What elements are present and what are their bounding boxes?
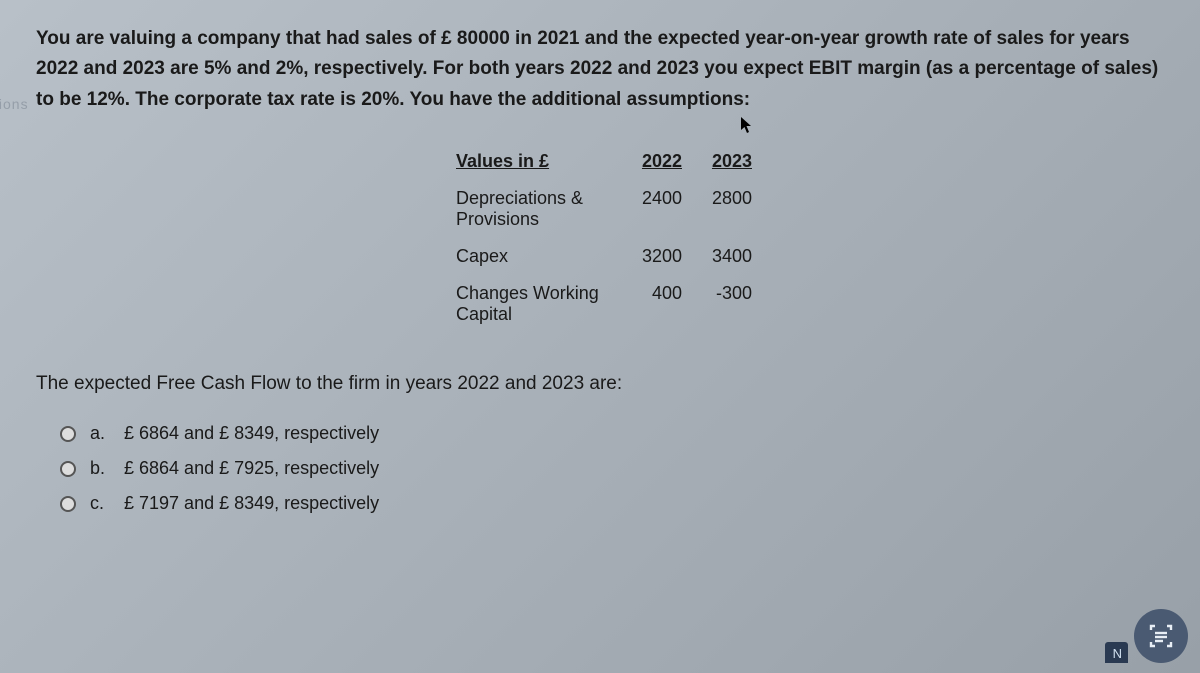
table-row: Capex 3200 3400 xyxy=(456,238,776,275)
scan-button[interactable] xyxy=(1134,609,1188,663)
table-header-year-0: 2022 xyxy=(636,143,706,180)
table-header-year-1: 2023 xyxy=(706,143,776,180)
question-stem: You are valuing a company that had sales… xyxy=(36,24,1164,115)
option-letter: a. xyxy=(90,423,110,444)
radio-icon[interactable] xyxy=(60,461,76,477)
option-letter: c. xyxy=(90,493,110,514)
table-row: Changes Working Capital 400 -300 xyxy=(456,275,776,333)
option-text: £ 6864 and £ 8349, respectively xyxy=(124,423,379,444)
option-text: £ 7197 and £ 8349, respectively xyxy=(124,493,379,514)
cell-value: 400 xyxy=(636,275,706,333)
cell-value: 2400 xyxy=(636,180,706,238)
cell-value: 3200 xyxy=(636,238,706,275)
assumptions-table: Values in £ 2022 2023 Depreciations & Pr… xyxy=(456,143,1164,333)
corner-controls: N xyxy=(1105,609,1188,663)
cursor-icon xyxy=(740,116,754,139)
nc-badge: N xyxy=(1105,642,1128,663)
option-letter: b. xyxy=(90,458,110,479)
sub-question: The expected Free Cash Flow to the firm … xyxy=(36,373,1164,395)
radio-icon[interactable] xyxy=(60,426,76,442)
cell-value: -300 xyxy=(706,275,776,333)
cell-value: 2800 xyxy=(706,180,776,238)
row-label: Capex xyxy=(456,238,636,275)
option-c[interactable]: c. £ 7197 and £ 8349, respectively xyxy=(60,493,1164,514)
option-a[interactable]: a. £ 6864 and £ 8349, respectively xyxy=(60,423,1164,444)
answer-options: a. £ 6864 and £ 8349, respectively b. £ … xyxy=(60,423,1164,514)
row-label: Changes Working Capital xyxy=(456,275,636,333)
row-label: Depreciations & Provisions xyxy=(456,180,636,238)
table-row: Depreciations & Provisions 2400 2800 xyxy=(456,180,776,238)
scan-icon xyxy=(1147,622,1175,650)
option-text: £ 6864 and £ 7925, respectively xyxy=(124,458,379,479)
left-watermark: tions xyxy=(0,96,29,112)
option-b[interactable]: b. £ 6864 and £ 7925, respectively xyxy=(60,458,1164,479)
table-header-row: Values in £ 2022 2023 xyxy=(456,143,776,180)
radio-icon[interactable] xyxy=(60,496,76,512)
cell-value: 3400 xyxy=(706,238,776,275)
table-header-label: Values in £ xyxy=(456,143,636,180)
